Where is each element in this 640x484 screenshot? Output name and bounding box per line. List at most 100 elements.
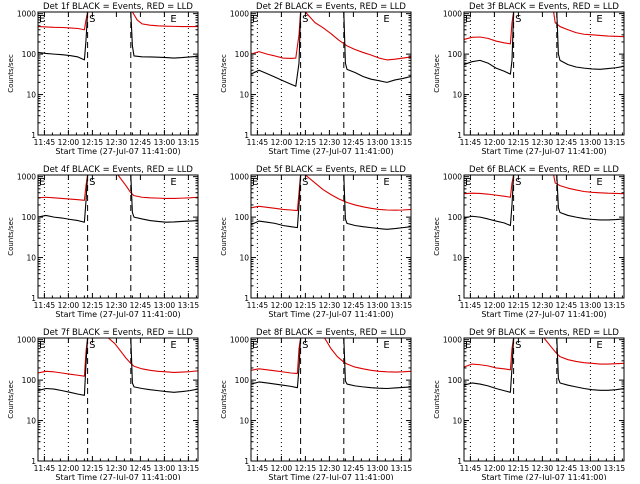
y-tick-label: 100	[448, 376, 463, 385]
series-line-events	[38, 175, 198, 223]
x-axis-label: Start Time (27-Jul-07 11:41:00)	[268, 473, 393, 480]
plot-area	[251, 12, 411, 135]
x-tick-label: 12:45	[130, 301, 152, 310]
y-tick-label: 100	[448, 50, 463, 59]
series-line-events	[38, 338, 198, 396]
plot-area	[38, 175, 198, 298]
y-tick-label: 1000	[17, 173, 36, 182]
y-tick-label: 1	[244, 131, 249, 140]
marker-e-left: E	[465, 177, 471, 188]
series-line-events	[464, 12, 624, 75]
x-tick-label: 13:00	[367, 138, 389, 147]
x-tick-label: 13:00	[154, 138, 176, 147]
x-tick-label: 12:30	[319, 138, 341, 147]
panel-7: Det 7f BLACK = Events, RED = LLD S E E 1 10 10…	[7, 328, 200, 482]
x-tick-label: 13:15	[391, 464, 413, 473]
y-tick-label: 100	[22, 50, 37, 59]
panel-title: Det 7f BLACK = Events, RED = LLD	[43, 328, 193, 338]
series-line-lld	[38, 175, 198, 201]
x-tick-label: 12:45	[556, 301, 578, 310]
x-tick-label: 13:15	[178, 464, 200, 473]
marker-s: S	[89, 14, 95, 25]
x-tick-label: 12:45	[343, 138, 365, 147]
panel-9: Det 9f BLACK = Events, RED = LLD S E E 1 10 10…	[433, 328, 625, 482]
x-tick-label: 11:45	[247, 138, 269, 147]
y-tick-label: 10	[452, 91, 462, 100]
x-tick-label: 13:15	[178, 301, 200, 310]
x-tick-label: 12:00	[484, 138, 506, 147]
series-line-events	[38, 12, 198, 61]
marker-e-left: E	[465, 340, 471, 351]
y-axis-label: Counts/sec	[220, 54, 228, 93]
y-tick-label: 10	[26, 91, 36, 100]
marker-e-left: E	[39, 177, 45, 188]
x-tick-label: 13:15	[178, 138, 200, 147]
y-tick-label: 1	[457, 294, 462, 303]
x-tick-label: 12:00	[58, 301, 80, 310]
panel-5: Det 5f BLACK = Events, RED = LLD S E E 1 10 10…	[220, 165, 412, 319]
y-axis-label: Counts/sec	[7, 217, 15, 256]
panel-title: Det 4f BLACK = Events, RED = LLD	[43, 165, 193, 175]
marker-e-left: E	[252, 340, 258, 351]
marker-s: S	[515, 14, 521, 25]
panel-1: Det 1f BLACK = Events, RED = LLD S E E 1 10 10…	[7, 2, 199, 156]
series-line-lld	[251, 338, 411, 375]
x-tick-label: 12:45	[343, 301, 365, 310]
y-axis-label: Counts/sec	[7, 54, 15, 93]
x-tick-label: 12:15	[508, 464, 530, 473]
series-line-lld	[251, 175, 411, 212]
y-tick-label: 100	[448, 213, 463, 222]
y-tick-label: 100	[22, 213, 37, 222]
marker-e-right: E	[170, 177, 176, 188]
panel-title: Det 6f BLACK = Events, RED = LLD	[469, 165, 619, 175]
axes-frame	[463, 11, 625, 136]
y-tick-label: 1	[457, 457, 462, 466]
marker-e-left: E	[252, 177, 258, 188]
x-tick-label: 12:30	[319, 301, 341, 310]
series-line-events	[251, 338, 411, 390]
x-tick-label: 12:15	[508, 138, 530, 147]
y-tick-label: 10	[452, 417, 462, 426]
panel-title: Det 1f BLACK = Events, RED = LLD	[43, 2, 193, 12]
y-tick-label: 100	[235, 213, 250, 222]
marker-s: S	[89, 340, 95, 351]
plot-area	[464, 175, 624, 298]
axes-frame	[463, 337, 625, 462]
axes-frame	[250, 174, 412, 299]
y-tick-label: 10	[26, 417, 36, 426]
series-line-events	[464, 338, 624, 393]
x-axis-label: Start Time (27-Jul-07 11:41:00)	[55, 147, 180, 156]
y-tick-label: 10	[452, 254, 462, 263]
x-tick-label: 13:00	[367, 464, 389, 473]
plot-area	[464, 12, 624, 135]
x-tick-label: 11:45	[247, 301, 269, 310]
x-tick-label: 12:15	[82, 301, 104, 310]
y-axis-label: Counts/sec	[7, 380, 15, 419]
y-axis-label: Counts/sec	[220, 217, 228, 256]
panel-3: Det 3f BLACK = Events, RED = LLD S E E 1 10 10…	[433, 2, 625, 156]
marker-s: S	[302, 340, 308, 351]
panel-title: Det 2f BLACK = Events, RED = LLD	[256, 2, 406, 12]
marker-s: S	[302, 177, 308, 188]
marker-e-right: E	[383, 14, 389, 25]
panel-6: Det 6f BLACK = Events, RED = LLD S E E 1 10 10…	[433, 165, 625, 319]
y-tick-label: 1	[31, 131, 36, 140]
x-tick-label: 12:15	[295, 301, 317, 310]
x-tick-label: 12:30	[106, 464, 128, 473]
axes-frame	[37, 174, 199, 299]
x-tick-label: 13:00	[154, 301, 176, 310]
marker-e-right: E	[170, 14, 176, 25]
x-tick-label: 11:45	[34, 138, 56, 147]
plot-area	[464, 338, 624, 461]
y-tick-label: 1000	[230, 10, 249, 19]
y-tick-label: 1	[457, 131, 462, 140]
x-tick-label: 11:45	[460, 138, 482, 147]
panel-2: Det 2f BLACK = Events, RED = LLD S E E 1 10 10…	[220, 2, 412, 156]
y-axis-label: Counts/sec	[220, 380, 228, 419]
x-tick-label: 12:00	[58, 138, 80, 147]
x-axis-label: Start Time (27-Jul-07 11:41:00)	[268, 147, 393, 156]
marker-s: S	[302, 14, 308, 25]
x-tick-label: 12:45	[556, 464, 578, 473]
x-tick-label: 12:30	[106, 301, 128, 310]
